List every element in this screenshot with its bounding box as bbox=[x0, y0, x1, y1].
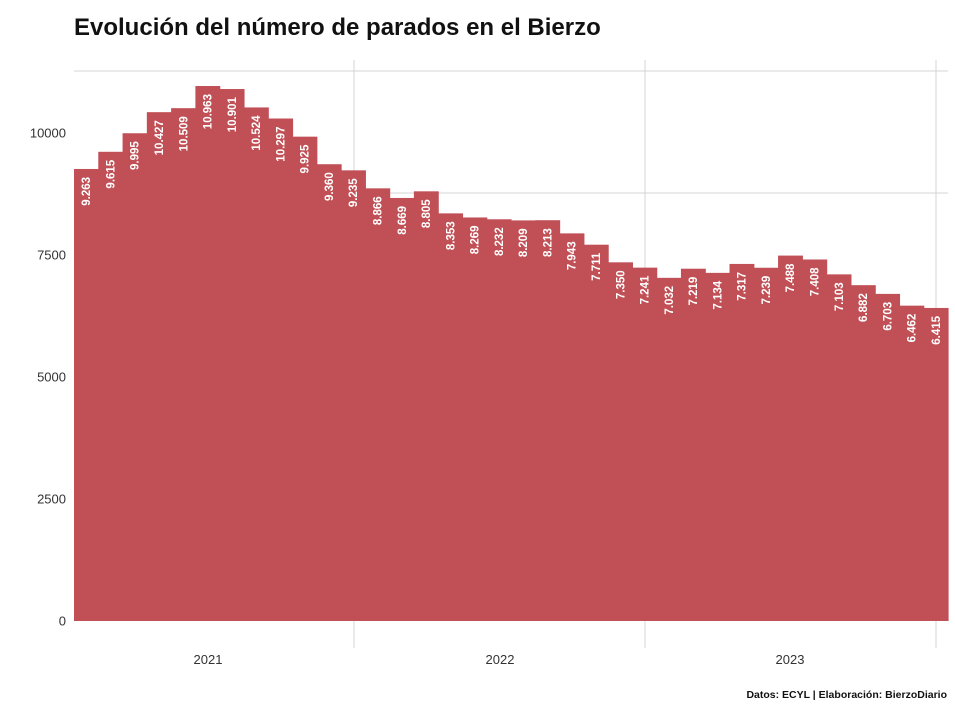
x-axis: 2021 2022 2023 bbox=[194, 652, 805, 667]
bar bbox=[608, 262, 633, 621]
source-credit: Datos: ECYL | Elaboración: BierzoDiario bbox=[746, 689, 947, 701]
data-label: 10.297 bbox=[275, 127, 287, 162]
x-tick-label: 2021 bbox=[194, 652, 223, 667]
bar bbox=[923, 307, 949, 621]
bar bbox=[122, 133, 148, 622]
bar bbox=[243, 107, 269, 622]
data-label: 10.524 bbox=[251, 115, 263, 151]
bar bbox=[146, 112, 172, 621]
y-tick-label: 2500 bbox=[37, 492, 66, 507]
bar bbox=[486, 219, 512, 621]
bars bbox=[74, 86, 949, 622]
data-label: 8.353 bbox=[445, 221, 457, 250]
x-tick-label: 2023 bbox=[776, 652, 805, 667]
data-label: 8.269 bbox=[470, 225, 482, 254]
data-label: 10.509 bbox=[178, 116, 190, 151]
bar bbox=[292, 136, 318, 621]
bar bbox=[268, 118, 294, 621]
bar bbox=[365, 188, 391, 621]
bar bbox=[826, 274, 852, 621]
data-label: 7.943 bbox=[567, 241, 579, 270]
bar bbox=[74, 168, 99, 621]
data-label: 7.711 bbox=[591, 252, 603, 281]
bar bbox=[559, 233, 585, 621]
y-tick-label: 5000 bbox=[37, 370, 66, 385]
data-label: 7.317 bbox=[737, 272, 749, 301]
bar bbox=[413, 191, 439, 621]
bar bbox=[705, 272, 731, 621]
bar bbox=[656, 277, 682, 621]
bar bbox=[219, 89, 245, 621]
bar bbox=[899, 305, 925, 621]
bar bbox=[462, 217, 488, 621]
data-label: 8.866 bbox=[372, 196, 384, 225]
bar bbox=[511, 220, 536, 621]
bar bbox=[753, 267, 779, 621]
bar bbox=[171, 108, 196, 621]
data-label: 9.235 bbox=[348, 178, 360, 207]
data-label: 6.882 bbox=[858, 293, 870, 322]
data-label: 6.703 bbox=[882, 302, 894, 331]
data-label: 8.805 bbox=[421, 199, 433, 228]
bar bbox=[535, 220, 561, 621]
data-label: 10.901 bbox=[227, 96, 239, 132]
bar bbox=[341, 170, 366, 621]
data-label: 7.350 bbox=[615, 270, 627, 299]
bar bbox=[875, 293, 901, 621]
data-label: 6.415 bbox=[931, 315, 943, 344]
bar bbox=[729, 263, 755, 621]
data-label: 9.263 bbox=[81, 177, 93, 206]
data-label: 9.615 bbox=[105, 159, 117, 188]
data-label: 7.032 bbox=[664, 286, 676, 315]
data-label: 9.995 bbox=[130, 141, 142, 170]
data-label: 9.360 bbox=[324, 172, 336, 201]
data-label: 7.241 bbox=[640, 275, 652, 304]
data-label: 10.963 bbox=[203, 94, 215, 129]
y-axis: 0 2500 5000 7500 10000 bbox=[30, 126, 66, 629]
bar bbox=[850, 285, 876, 621]
bar bbox=[680, 268, 706, 621]
bar bbox=[583, 244, 609, 621]
y-tick-label: 0 bbox=[59, 614, 66, 629]
data-label: 10.427 bbox=[154, 120, 166, 155]
data-label: 9.925 bbox=[300, 144, 312, 173]
data-label: 7.134 bbox=[712, 280, 724, 309]
data-label: 7.219 bbox=[688, 277, 700, 306]
data-label: 8.209 bbox=[518, 228, 530, 257]
data-label: 8.669 bbox=[397, 206, 409, 235]
data-label: 8.213 bbox=[542, 228, 554, 257]
data-labels: 9.263 9.615 9.995 10.427 10.509 10.963 10.901 1… bbox=[81, 94, 943, 345]
y-tick-label: 7500 bbox=[37, 248, 66, 263]
data-label: 7.488 bbox=[785, 263, 797, 292]
data-label: 8.232 bbox=[494, 227, 506, 256]
x-tick-label: 2022 bbox=[486, 652, 515, 667]
data-label: 7.103 bbox=[834, 282, 846, 311]
data-label: 6.462 bbox=[907, 314, 919, 343]
bar bbox=[316, 164, 342, 622]
bar bbox=[98, 151, 124, 622]
chart-title: Evolución del número de parados en el Bi… bbox=[74, 14, 601, 41]
data-label: 7.239 bbox=[761, 276, 773, 305]
data-label: 7.408 bbox=[809, 267, 821, 296]
bar bbox=[632, 267, 658, 621]
bar bbox=[195, 86, 221, 621]
bar bbox=[778, 255, 803, 621]
bar bbox=[438, 213, 464, 621]
bar bbox=[802, 259, 828, 621]
y-tick-label: 10000 bbox=[30, 126, 66, 141]
bar bbox=[389, 197, 415, 621]
